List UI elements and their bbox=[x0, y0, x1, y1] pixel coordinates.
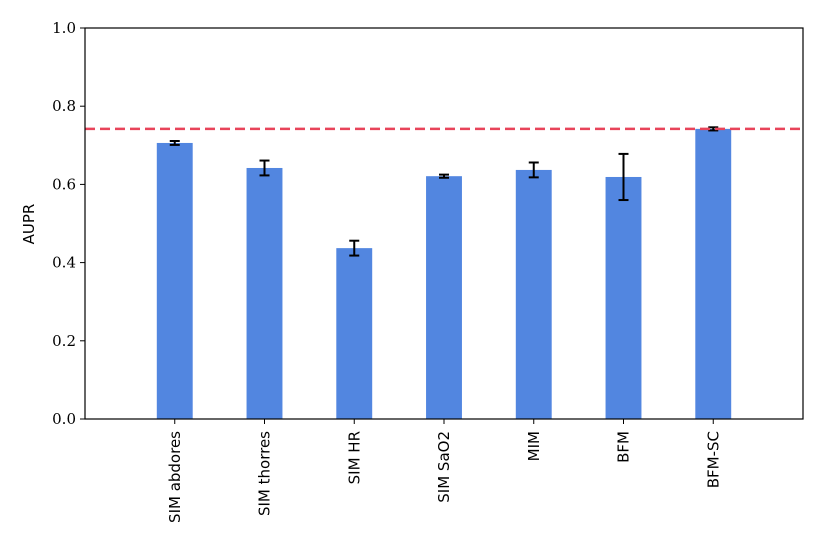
error-bar bbox=[169, 139, 180, 146]
error-bar bbox=[349, 239, 360, 257]
error-bar bbox=[528, 161, 539, 179]
bar bbox=[515, 169, 552, 419]
bar bbox=[695, 128, 732, 420]
bar bbox=[336, 248, 373, 419]
x-tick-label: SIM thorres bbox=[256, 431, 274, 516]
bar bbox=[246, 167, 283, 419]
x-tick-label: SIM HR bbox=[345, 431, 363, 484]
y-tick-label: 0.0 bbox=[52, 410, 76, 428]
error-bar bbox=[259, 159, 270, 177]
error-bar bbox=[439, 173, 449, 179]
x-tick-label: BFM bbox=[615, 431, 633, 463]
y-tick-label: 0.8 bbox=[52, 97, 76, 115]
error-bar bbox=[708, 126, 719, 132]
bar bbox=[426, 176, 462, 419]
x-tick-label: MIM bbox=[525, 431, 543, 461]
y-tick-label: 0.6 bbox=[52, 175, 76, 193]
y-tick-label: 0.4 bbox=[52, 254, 76, 272]
bar bbox=[605, 176, 642, 419]
x-tick-label: BFM-SC bbox=[704, 431, 722, 488]
plot-frame bbox=[84, 27, 804, 420]
x-tick-label: SIM abdores bbox=[166, 431, 184, 523]
y-axis-label: AUPR bbox=[20, 204, 38, 245]
error-bar bbox=[618, 152, 629, 202]
bar bbox=[156, 142, 193, 420]
y-tick-label: 0.2 bbox=[52, 332, 76, 350]
x-tick-label: SIM SaO2 bbox=[435, 431, 453, 503]
y-tick-label: 1.0 bbox=[52, 19, 76, 37]
